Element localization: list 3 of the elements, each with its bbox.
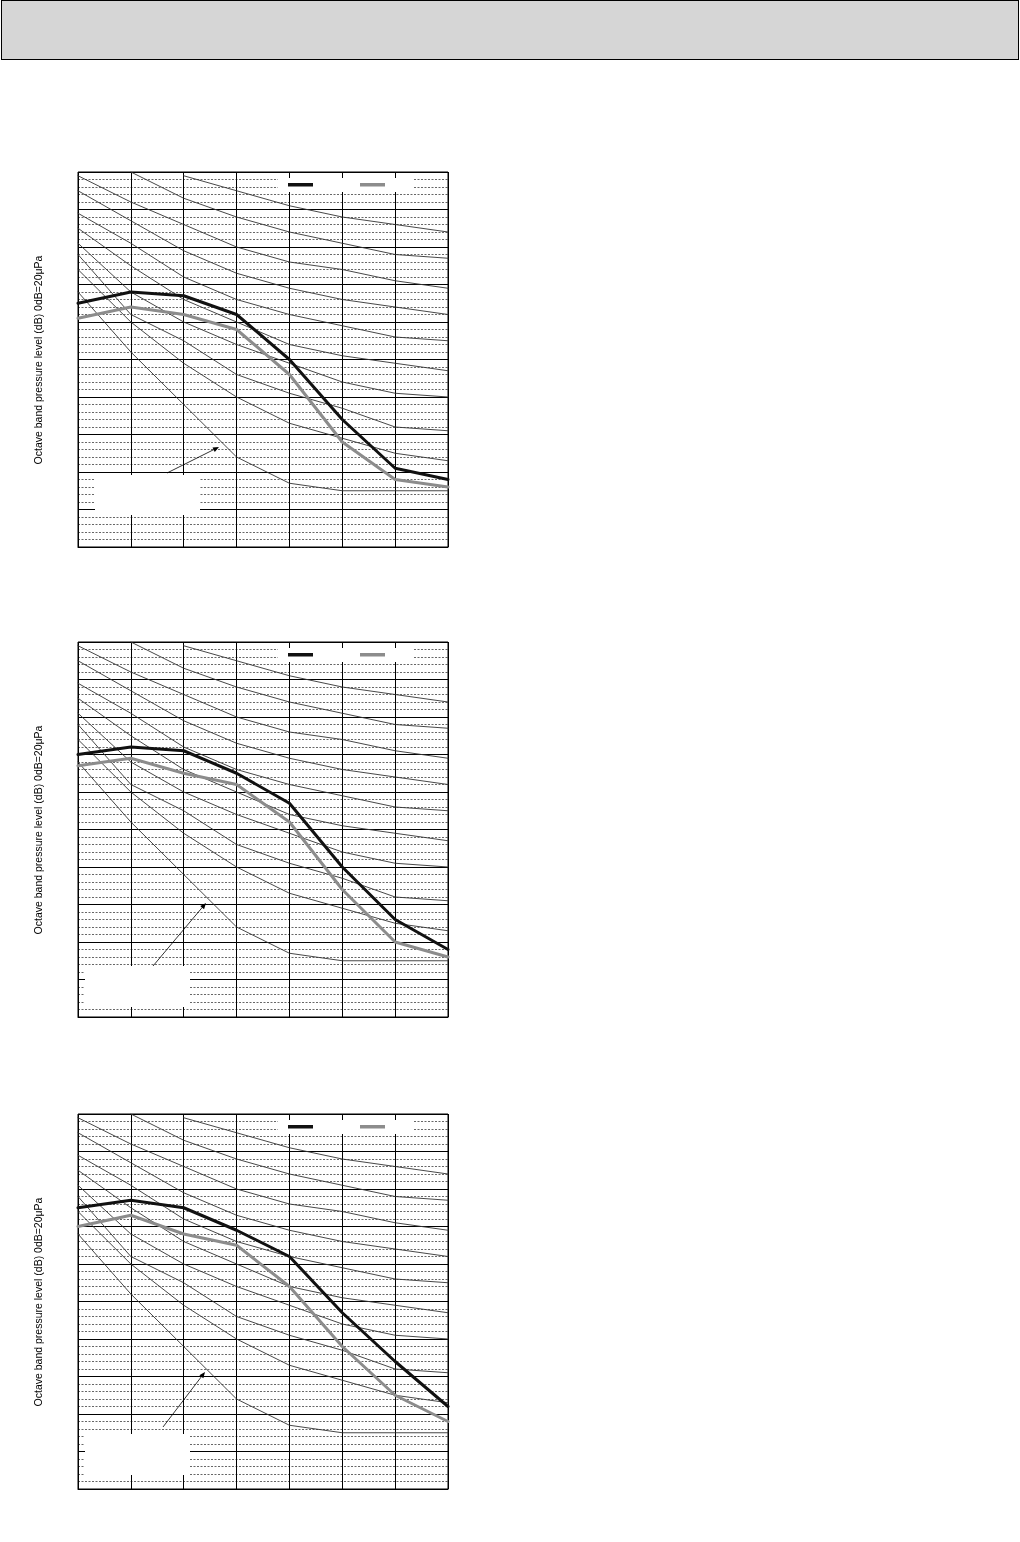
y-axis-title: Octave band pressure level (dB) 0dB=20μPa (32, 255, 44, 464)
y-axis-title: Octave band pressure level (dB) 0dB=20μPa (32, 1197, 44, 1406)
y-axis-title: Octave band pressure level (dB) 0dB=20μPa (32, 725, 44, 934)
